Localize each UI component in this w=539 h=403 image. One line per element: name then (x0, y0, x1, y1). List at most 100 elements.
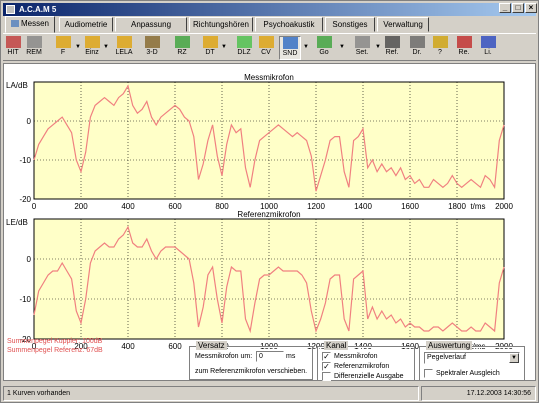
toolbar-label: HIT (7, 49, 19, 56)
x-tick-label: 0 (32, 342, 37, 351)
close-button[interactable]: × (525, 3, 537, 13)
lela-icon (116, 36, 132, 48)
f-button[interactable]: F (53, 36, 73, 60)
einz-dropdown-icon[interactable]: ▼ (103, 44, 109, 50)
checkbox-messmikrofon[interactable]: ✓ (322, 352, 331, 361)
tab-audiometrie[interactable]: Audiometrie (59, 17, 113, 32)
tab-label: Messen (20, 19, 49, 28)
checkbox-differenzielle[interactable] (322, 372, 331, 381)
tab-label: Richtungshören (192, 20, 250, 29)
label-spektraler-ausgleich: Spektraler Ausgleich (436, 370, 500, 377)
x-tick-label: 200 (74, 342, 88, 351)
title-bar: A.C.A.M 5 (3, 3, 536, 16)
rz-button[interactable]: RZ (171, 36, 193, 60)
y-axis-label: LA/dB (6, 81, 28, 90)
go-button[interactable]: Go (313, 36, 335, 60)
dlz-button[interactable]: DLZ (233, 36, 255, 60)
x-tick-label: 600 (168, 202, 182, 211)
measure-icon (10, 20, 19, 28)
dlz-icon (236, 36, 252, 48)
tab-label: Verwaltung (383, 20, 423, 29)
toolbar-label: ? (438, 49, 442, 56)
einz-button[interactable]: Einz (81, 36, 103, 60)
ref-icon (384, 36, 400, 48)
toolbar-label: DLZ (237, 49, 251, 56)
tab-label: Psychoakustik (263, 20, 315, 29)
minimize-button[interactable]: _ (499, 3, 511, 13)
x-tick-label: 2000 (495, 202, 513, 211)
y-tick-label: -20 (19, 195, 31, 204)
tab-verwaltung[interactable]: Verwaltung (377, 17, 429, 32)
auswertung-caption: Auswertung (426, 341, 473, 350)
cv-button[interactable]: CV (255, 36, 277, 60)
checkbox-referenzmikrofon[interactable]: ✓ (322, 362, 331, 371)
y-tick-label: -20 (19, 335, 31, 344)
status-right: 17.12.2003 14:30:56 (421, 386, 536, 401)
x-tick-label: 1200 (307, 202, 325, 211)
x-axis-label: t/ms (470, 202, 485, 211)
x-tick-label: 1200 (307, 342, 325, 351)
tab-messen[interactable]: Messen (5, 16, 55, 33)
toolbar-label: CV (261, 49, 271, 56)
einz-icon (84, 36, 100, 48)
snd-dropdown-icon[interactable]: ▼ (303, 44, 309, 50)
toolbar-label: 3-D (146, 49, 158, 56)
checkbox-spektraler-ausgleich[interactable] (424, 369, 433, 378)
dr-icon (409, 36, 425, 48)
chevron-down-icon[interactable]: ▼ (509, 353, 519, 363)
maximize-button[interactable]: □ (512, 3, 524, 13)
toolbar-label: LELA (115, 49, 133, 56)
auswertung-select[interactable]: Pegelverlauf ▼ (424, 352, 520, 364)
x-tick-label: 800 (215, 202, 229, 211)
lela-button[interactable]: LELA (113, 36, 135, 60)
label-referenzmikrofon: Referenzmikrofon (334, 363, 390, 370)
auswertung-group: Auswertung Pegelverlauf ▼ Spektraler Aus… (419, 341, 525, 381)
kanal-group: Kanal ✓ Messmikrofon ✓ Referenzmikrofon … (317, 341, 415, 381)
label-messmikrofon: Messmikrofon (334, 353, 378, 360)
rem-icon (26, 36, 42, 48)
chart-title: Referenzmikrofon (237, 210, 300, 219)
tab-bar: Messen Audiometrie Anpassung Richtungshö… (3, 16, 538, 33)
rz-icon (174, 36, 190, 48)
window-title: A.C.A.M 5 (19, 5, 57, 14)
help-icon (432, 36, 448, 48)
li-icon (480, 36, 496, 48)
3d-button[interactable]: 3-D (141, 36, 163, 60)
dt-button[interactable]: DT (199, 36, 221, 60)
x-tick-label: 600 (168, 342, 182, 351)
re-button[interactable]: Re. (455, 36, 473, 60)
versatz-group: Versatz Messmikrofon um: 0 ms zum Refere… (189, 341, 313, 380)
versatz-hint: zum Referenzmikrofon verschieben. (195, 368, 308, 375)
y-tick-label: -10 (19, 295, 31, 304)
plot-area (33, 81, 505, 200)
app-icon (6, 5, 15, 14)
dt-dropdown-icon[interactable]: ▼ (221, 44, 227, 50)
toolbar-label: RZ (177, 49, 187, 56)
versatz-caption: Versatz (196, 341, 227, 350)
set-dropdown-icon[interactable]: ▼ (375, 44, 381, 50)
label-differenzielle: Differenzielle Ausgabe (334, 373, 404, 380)
set-button[interactable]: Set. (351, 36, 373, 60)
dr-button[interactable]: Dr. (407, 36, 427, 60)
help-button[interactable]: ? (431, 36, 449, 60)
rem-button[interactable]: REM (25, 36, 43, 60)
snd-button[interactable]: SND (279, 36, 301, 60)
snd-icon (282, 37, 298, 49)
tab-psychoakustik[interactable]: Psychoakustik (255, 17, 323, 32)
versatz-input[interactable]: 0 (256, 351, 284, 362)
go-dropdown-icon[interactable]: ▼ (339, 44, 345, 50)
tab-sonstiges[interactable]: Sonstiges (325, 17, 375, 32)
tab-anpassung[interactable]: Anpassung (115, 17, 187, 32)
3d-icon (144, 36, 160, 48)
f-dropdown-icon[interactable]: ▼ (75, 44, 81, 50)
hit-button[interactable]: HIT (5, 36, 21, 60)
tab-richtungshoeren[interactable]: Richtungshören (189, 17, 253, 32)
toolbar-label: Dr. (412, 49, 422, 56)
go-icon (316, 36, 332, 48)
dt-icon (202, 36, 218, 48)
li-button[interactable]: Li. (479, 36, 497, 60)
info-referenz: Summenpegel Referenz: 67dB (7, 347, 103, 354)
ref-button[interactable]: Ref. (381, 36, 403, 60)
re-icon (456, 36, 472, 48)
toolbar-label: Go (319, 49, 329, 56)
